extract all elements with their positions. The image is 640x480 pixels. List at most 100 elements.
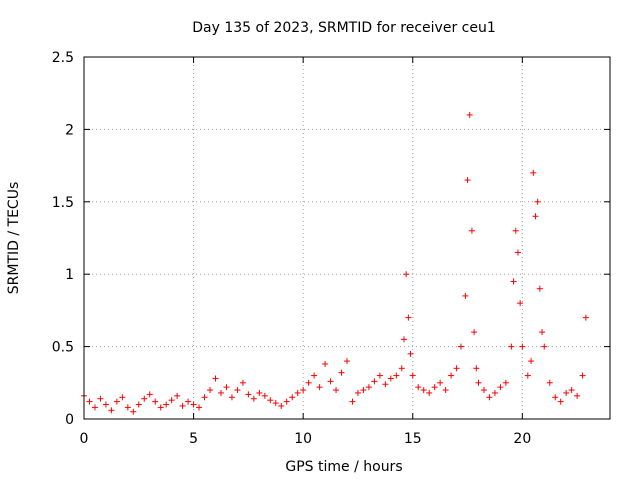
data-point: [86, 398, 93, 405]
data-point: [97, 395, 104, 402]
data-point: [376, 372, 383, 379]
data-point: [405, 314, 412, 321]
y-tick-label: 1: [65, 267, 74, 283]
data-point: [311, 372, 318, 379]
data-point: [113, 398, 120, 405]
data-point: [146, 391, 153, 398]
data-point: [480, 387, 487, 394]
data-point: [327, 378, 334, 385]
data-point: [514, 249, 521, 256]
data-point: [157, 404, 164, 411]
data-point: [536, 285, 543, 292]
data-point: [398, 365, 405, 372]
data-point: [409, 372, 416, 379]
data-point: [338, 369, 345, 376]
chart-title: Day 135 of 2023, SRMTID for receiver ceu…: [192, 20, 496, 36]
data-point: [579, 372, 586, 379]
data-point: [532, 213, 539, 220]
data-point: [212, 375, 219, 382]
data-point: [316, 384, 323, 391]
data-point: [305, 379, 312, 386]
data-point: [393, 372, 400, 379]
data-point: [300, 387, 307, 394]
y-tick-label: 0: [65, 412, 74, 428]
data-point: [163, 401, 170, 408]
data-point: [201, 394, 208, 401]
x-tick-label: 15: [404, 431, 422, 447]
data-point: [517, 300, 524, 307]
data-point: [135, 401, 142, 408]
data-point: [196, 404, 203, 411]
data-point: [365, 384, 372, 391]
data-point: [190, 401, 197, 408]
data-point: [179, 402, 186, 409]
axis-ticks: 0 5 10 15 20 0 0.5 1 1.5 2 2.5: [52, 50, 610, 447]
data-point: [294, 389, 301, 396]
data-point: [510, 278, 517, 285]
data-point: [546, 379, 553, 386]
data-point: [250, 395, 257, 402]
x-tick-label: 5: [189, 431, 198, 447]
data-point: [473, 365, 480, 372]
data-point: [552, 394, 559, 401]
data-point: [557, 398, 564, 405]
data-point: [582, 314, 589, 321]
data-point: [530, 169, 537, 176]
data-point: [457, 343, 464, 350]
data-point: [349, 398, 356, 405]
data-point: [130, 408, 137, 415]
data-point: [228, 394, 235, 401]
data-point: [420, 387, 427, 394]
data-point: [223, 384, 230, 391]
data-point: [539, 329, 546, 336]
data-point: [502, 379, 509, 386]
data-point: [382, 381, 389, 388]
data-point: [344, 358, 350, 365]
data-point: [468, 227, 475, 234]
data-point: [524, 372, 531, 379]
data-point: [534, 198, 541, 205]
data-point: [568, 387, 575, 394]
data-point: [207, 387, 214, 394]
data-point: [491, 389, 498, 396]
data-point: [322, 360, 329, 367]
plot-frame: [83, 56, 611, 420]
y-tick-label: 2.5: [52, 50, 74, 66]
data-point: [512, 227, 519, 234]
x-tick-label: 20: [513, 431, 531, 447]
data-point: [475, 379, 482, 386]
x-axis-label: GPS time / hours: [285, 459, 402, 475]
data-point: [528, 358, 535, 365]
data-point: [471, 329, 478, 336]
grid-lines: [84, 57, 610, 419]
x-tick-label: 10: [294, 431, 312, 447]
data-point: [217, 389, 224, 396]
data-point: [272, 400, 279, 407]
data-points: [81, 111, 589, 415]
data-point: [360, 387, 367, 394]
data-point: [486, 394, 493, 401]
data-point: [239, 379, 246, 386]
data-point: [453, 365, 460, 372]
data-point: [466, 111, 473, 118]
y-tick-label: 1.5: [52, 195, 74, 211]
data-point: [185, 398, 192, 405]
data-point: [519, 343, 526, 350]
data-point: [497, 384, 504, 391]
data-point: [462, 292, 469, 299]
data-point: [387, 375, 394, 382]
data-point: [400, 336, 407, 343]
data-point: [574, 392, 581, 399]
data-point: [278, 402, 285, 409]
data-point: [174, 392, 181, 399]
data-point: [234, 387, 241, 394]
data-point: [141, 395, 148, 402]
data-point: [442, 387, 449, 394]
data-point: [426, 389, 433, 396]
data-point: [437, 379, 444, 386]
data-point: [431, 384, 438, 391]
data-point: [415, 384, 422, 391]
data-point: [448, 372, 455, 379]
data-point: [563, 389, 570, 396]
